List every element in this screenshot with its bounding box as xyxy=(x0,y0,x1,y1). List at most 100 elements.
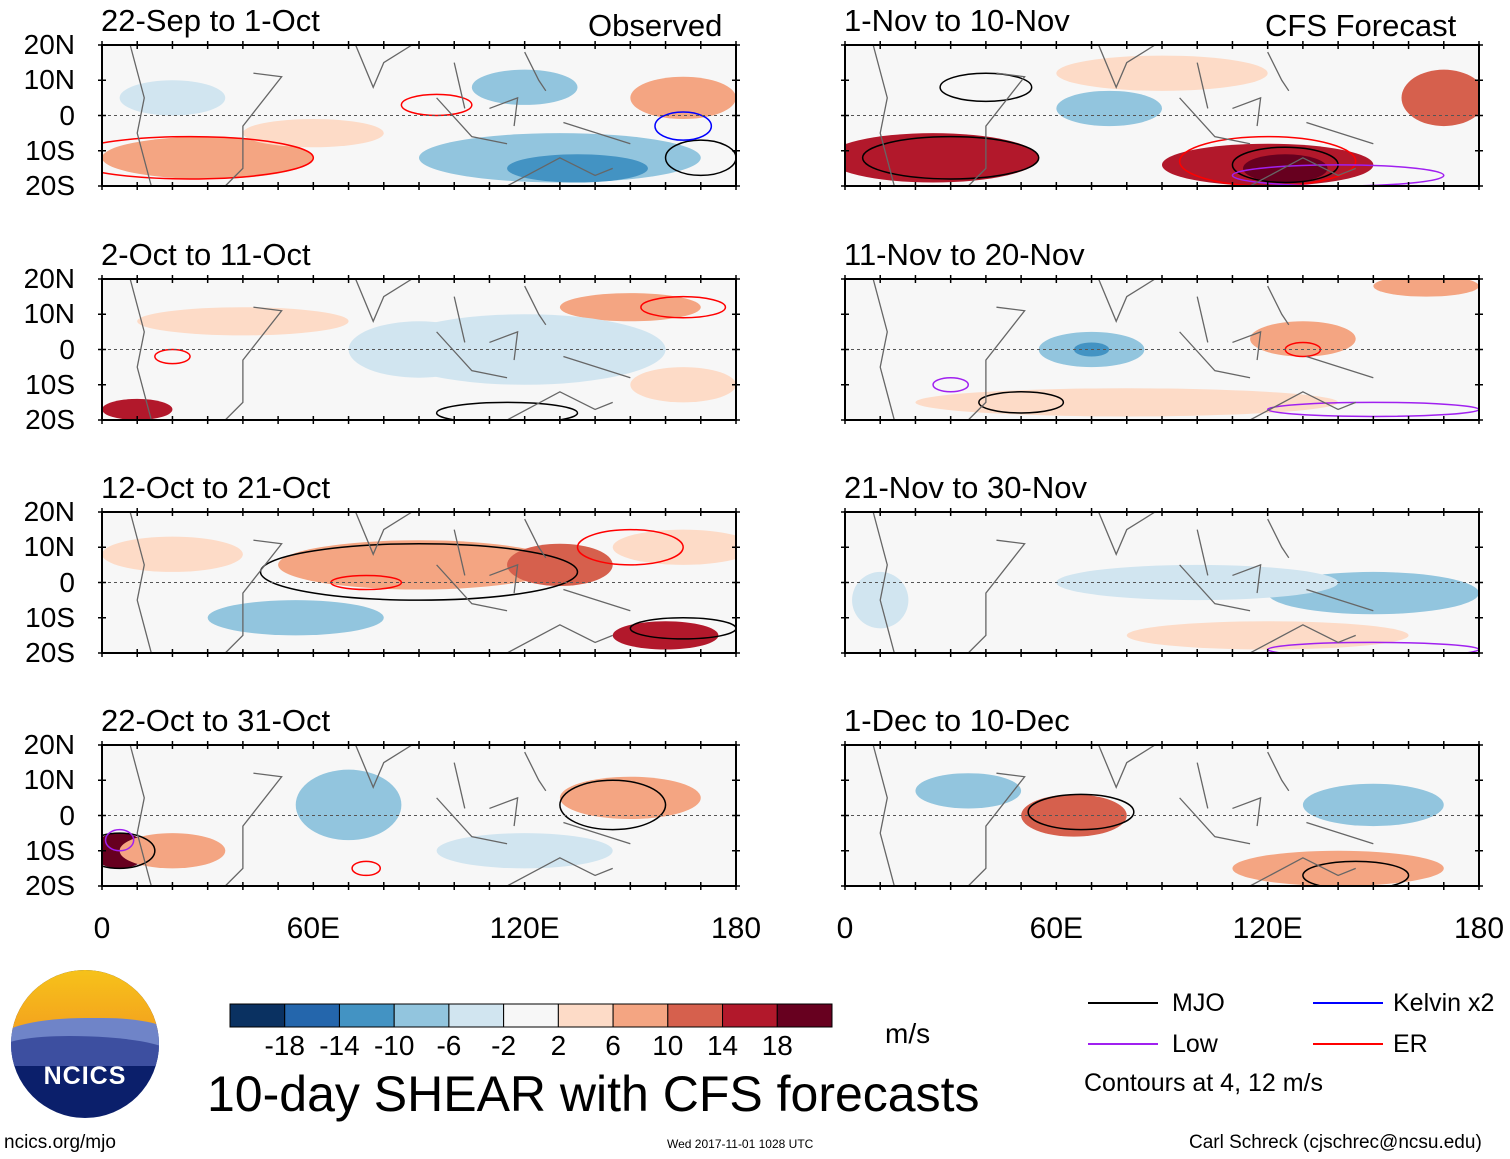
colorbar-swatch xyxy=(667,1003,724,1028)
footer-timestamp: Wed 2017-11-01 1028 UTC xyxy=(667,1137,814,1151)
y-tick-label: 0 xyxy=(59,99,75,131)
panel-title: 1-Dec to 10-Dec xyxy=(844,703,1070,738)
shading-region xyxy=(471,69,578,105)
contour-line xyxy=(576,528,684,566)
y-tick-label: 20N xyxy=(23,263,75,294)
colorbar-label: 14 xyxy=(706,1030,739,1061)
shading-region xyxy=(102,398,173,420)
colorbar-label: -18 xyxy=(264,1030,305,1061)
x-tick-label: 0 xyxy=(93,912,111,945)
contour-line xyxy=(154,348,191,365)
x-tick-label: 0 xyxy=(836,912,854,945)
shading-region xyxy=(119,833,226,869)
colorbar-label: -10 xyxy=(373,1030,415,1061)
shading-region xyxy=(348,321,490,378)
shading-region xyxy=(507,543,613,587)
contour-line xyxy=(102,832,156,870)
colorbar-swatch xyxy=(557,1003,614,1028)
y-tick-label: 10S xyxy=(25,834,75,866)
colorbar-label: 2 xyxy=(550,1030,567,1061)
x-tick-label: 120E xyxy=(489,912,560,945)
shading-region xyxy=(1243,154,1328,183)
panel-title: 2-Oct to 11-Oct xyxy=(101,237,311,272)
ncics-logo: NCICS xyxy=(11,970,159,1118)
shading-region xyxy=(915,388,1339,417)
contour-line xyxy=(861,135,1040,180)
contour-line xyxy=(939,72,1033,103)
footer-author: Carl Schreck (cjschrec@ncsu.edu) xyxy=(1189,1132,1482,1153)
colorbar-swatch xyxy=(338,1003,395,1028)
y-tick-label: 10N xyxy=(23,64,75,96)
shading-region xyxy=(436,833,613,869)
contour-line xyxy=(400,93,473,117)
contour-line xyxy=(259,542,579,601)
contour-line xyxy=(104,828,135,852)
shading-region xyxy=(612,621,719,650)
shading-region xyxy=(137,307,349,336)
colorbar-swatch xyxy=(393,1003,450,1028)
panel-title: 11-Nov to 20-Nov xyxy=(844,237,1085,272)
colorbar-swatch xyxy=(448,1003,505,1028)
figure-title: 10-day SHEAR with CFS forecasts xyxy=(207,1066,980,1122)
map-panel xyxy=(841,508,1483,657)
logo-text: NCICS xyxy=(43,1062,127,1090)
shading-region xyxy=(119,80,226,116)
units-label: m/s xyxy=(885,1018,931,1049)
panel-title: 1-Nov to 10-Nov xyxy=(844,3,1070,38)
contour-line xyxy=(435,401,579,420)
colorbar-label: -6 xyxy=(436,1030,462,1061)
shading-region xyxy=(630,76,736,120)
shading-region xyxy=(507,154,648,183)
shading-region xyxy=(630,367,736,403)
map-panel xyxy=(98,41,740,190)
y-tick-label: 20S xyxy=(25,870,75,901)
map-panel xyxy=(98,508,740,657)
contour-line xyxy=(559,779,667,831)
shading-region xyxy=(1126,621,1409,650)
colorbar-swatch xyxy=(503,1003,559,1028)
contour-line xyxy=(640,295,727,319)
colorbar-label: 18 xyxy=(761,1030,793,1061)
map-panel xyxy=(98,275,740,424)
x-tick-label: 60E xyxy=(1029,912,1084,945)
shading-region xyxy=(915,773,1022,809)
contour-line xyxy=(351,860,382,877)
observed-header: Observed xyxy=(588,8,723,43)
legend-low: Low xyxy=(1172,1030,1218,1058)
footer-url[interactable]: ncics.org/mjo xyxy=(4,1132,116,1153)
shading-region xyxy=(207,600,384,636)
y-tick-label: 10N xyxy=(23,298,75,330)
colorbar-label: 6 xyxy=(605,1030,621,1061)
x-tick-label: 180 xyxy=(710,912,762,945)
contour-line xyxy=(978,391,1065,414)
shading-region xyxy=(1250,321,1356,357)
y-tick-label: 20N xyxy=(23,496,75,527)
y-tick-label: 20N xyxy=(23,729,75,760)
shading-region xyxy=(102,536,243,572)
shading-region xyxy=(295,769,402,841)
y-tick-label: 10N xyxy=(23,764,75,796)
colorbar-label: 10 xyxy=(652,1030,684,1061)
legend-er: ER xyxy=(1393,1030,1428,1058)
map-panel xyxy=(841,741,1483,890)
shading-region xyxy=(278,540,560,590)
legend-mjo: MJO xyxy=(1172,989,1225,1017)
shading-region xyxy=(612,529,736,565)
contour-note: Contours at 4, 12 m/s xyxy=(1084,1069,1324,1097)
contour-line xyxy=(932,376,970,393)
shading-region xyxy=(1056,564,1339,601)
y-tick-label: 20S xyxy=(25,637,75,668)
y-tick-label: 10S xyxy=(25,368,75,400)
colorbar-swatch xyxy=(284,1003,340,1028)
colorbar-label: -14 xyxy=(319,1030,360,1061)
shading-region xyxy=(1056,90,1162,127)
shading-region xyxy=(845,133,1039,183)
panel-title: 12-Oct to 21-Oct xyxy=(101,470,331,505)
map-panel xyxy=(841,41,1483,190)
shading-region xyxy=(559,293,701,322)
contour-line xyxy=(102,135,315,180)
x-tick-label: 120E xyxy=(1232,912,1303,945)
shading-region xyxy=(1401,69,1479,127)
contour-line xyxy=(629,617,736,640)
